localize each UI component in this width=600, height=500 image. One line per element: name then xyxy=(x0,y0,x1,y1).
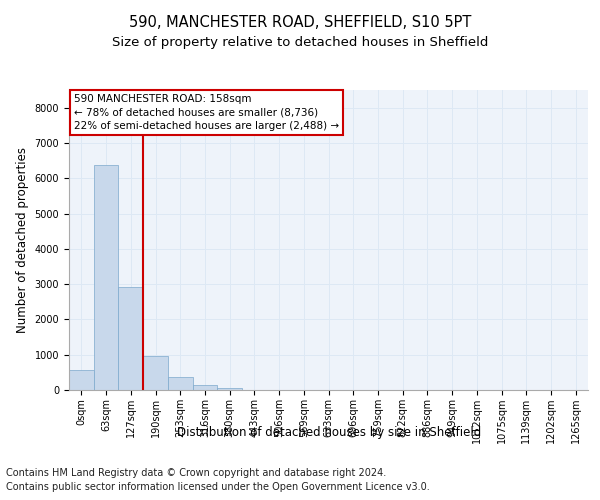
Bar xyxy=(217,388,242,390)
Text: Contains HM Land Registry data © Crown copyright and database right 2024.: Contains HM Land Registry data © Crown c… xyxy=(6,468,386,477)
Text: 590, MANCHESTER ROAD, SHEFFIELD, S10 5PT: 590, MANCHESTER ROAD, SHEFFIELD, S10 5PT xyxy=(129,15,471,30)
Text: Distribution of detached houses by size in Sheffield: Distribution of detached houses by size … xyxy=(176,426,481,439)
Text: Size of property relative to detached houses in Sheffield: Size of property relative to detached ho… xyxy=(112,36,488,49)
Bar xyxy=(94,165,118,390)
Text: Contains public sector information licensed under the Open Government Licence v3: Contains public sector information licen… xyxy=(6,482,430,492)
Text: 590 MANCHESTER ROAD: 158sqm
← 78% of detached houses are smaller (8,736)
22% of : 590 MANCHESTER ROAD: 158sqm ← 78% of det… xyxy=(74,94,340,131)
Bar xyxy=(69,370,94,390)
Bar xyxy=(168,378,193,390)
Bar xyxy=(143,356,168,390)
Bar xyxy=(118,287,143,390)
Y-axis label: Number of detached properties: Number of detached properties xyxy=(16,147,29,333)
Bar xyxy=(193,385,217,390)
